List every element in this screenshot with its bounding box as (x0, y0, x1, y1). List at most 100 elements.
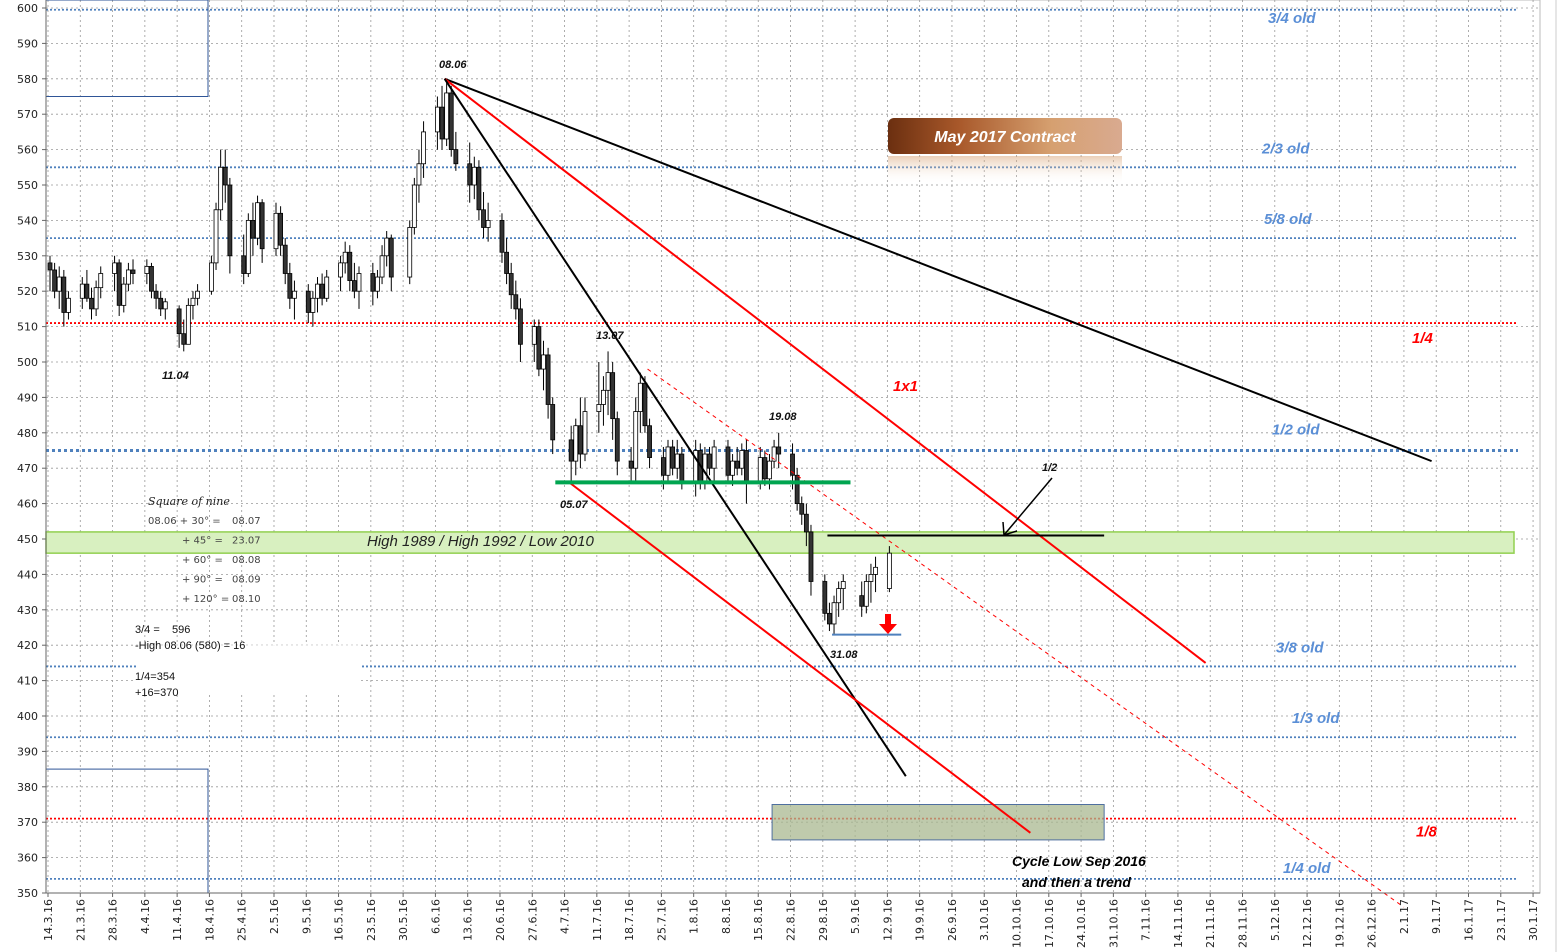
trendline (443, 78, 907, 777)
candle-up (411, 184, 417, 228)
x-tick-label: 23.5.16 (365, 899, 378, 941)
level-label: 3/4 old (1268, 10, 1316, 27)
level-label: 1/4 old (1283, 860, 1331, 877)
candle-up (209, 262, 214, 292)
candle-up (245, 219, 251, 274)
candle-down (158, 297, 164, 310)
trendline (568, 481, 1031, 834)
candle-up (421, 131, 426, 165)
y-tick-label: 470 (17, 462, 38, 475)
candle-up (98, 273, 104, 289)
x-tick-label: 4.4.16 (139, 899, 152, 934)
x-tick-label: 29.8.16 (817, 899, 830, 941)
x-tick-label: 9.5.16 (300, 899, 313, 934)
candle-down (504, 251, 509, 274)
candle-down (241, 255, 247, 274)
x-tick-label: 18.4.16 (203, 899, 216, 941)
candle-down (305, 290, 311, 313)
candle-down (610, 372, 616, 420)
x-tick-label: 18.7.16 (623, 899, 636, 941)
x-tick-label: 20.6.16 (494, 899, 507, 941)
candle-down (660, 457, 666, 476)
note-2: -High 08.06 (580) = 16 (135, 640, 245, 652)
candle-down (153, 290, 159, 299)
candle-up (56, 276, 62, 292)
candle-up (665, 446, 671, 476)
candle-down (628, 460, 634, 469)
candle-up (79, 283, 85, 299)
x-tick-label: 1.8.16 (688, 899, 701, 934)
candle-down (734, 460, 740, 469)
x-tick-label: 2.1.17 (1398, 899, 1411, 934)
candle-down (448, 92, 454, 150)
level-label: 1/2 old (1272, 422, 1320, 439)
candle-up (605, 372, 611, 391)
candle-up (356, 273, 362, 292)
square-row-lhs: + 120° = (182, 594, 229, 605)
candle-up (213, 209, 219, 264)
candle-down (670, 446, 676, 469)
candle-down (513, 294, 519, 310)
candle-down (388, 237, 394, 278)
annotations: 08.06 11.04 13.07 05.07 19.08 31.08 1/2 … (162, 59, 1146, 890)
support-band (45, 531, 1515, 554)
candle-up (384, 237, 390, 257)
candle-down (351, 280, 357, 292)
gridlines (45, 0, 1541, 894)
candle-up (541, 354, 546, 370)
candle-down (149, 266, 154, 292)
candle-down (250, 219, 256, 239)
x-tick-label: 26.12.16 (1366, 899, 1379, 948)
candle-down (568, 439, 574, 462)
arrow-head-icon (1002, 521, 1018, 536)
y-tick-label: 370 (17, 816, 38, 829)
candle-up (863, 581, 869, 607)
x-tick-label: 19.9.16 (914, 899, 927, 941)
trendline (647, 368, 1405, 908)
label-19-08: 19.08 (769, 411, 797, 423)
candle-down (508, 273, 514, 296)
y-tick-label: 410 (17, 675, 38, 688)
candle-up (66, 297, 71, 313)
y-tick-label: 520 (17, 285, 38, 298)
candle-up (637, 382, 643, 412)
y-tick-label: 590 (17, 37, 38, 50)
title-box: May 2017 Contract (888, 118, 1122, 184)
target-box (771, 804, 1105, 841)
y-tick-label: 390 (17, 745, 38, 758)
x-tick-label: 23.1.17 (1495, 899, 1508, 941)
candle-up (338, 262, 343, 278)
candle-up (730, 460, 735, 476)
candle-up (444, 92, 450, 140)
candle-down (827, 612, 832, 625)
square-row-rhs: 08.10 (232, 594, 261, 605)
candle-down (799, 503, 805, 515)
candle-down (222, 166, 228, 186)
candle-down (642, 382, 648, 427)
level-label: 3/8 old (1276, 639, 1324, 656)
candle-down (794, 474, 800, 504)
square-row-lhs: + 60° = (182, 555, 223, 566)
red-down-arrow-icon (879, 614, 897, 634)
candle-up (255, 202, 260, 239)
x-tick-label: 16.1.17 (1462, 899, 1475, 941)
candle-up (582, 411, 588, 455)
candle-down (803, 513, 809, 533)
label-31-08: 31.08 (830, 649, 858, 661)
band-label: High 1989 / High 1992 / Low 2010 (367, 533, 594, 550)
candle-down (577, 425, 583, 455)
candle-up (573, 425, 579, 462)
candle-up (162, 301, 168, 310)
y-tick-label: 540 (17, 214, 38, 227)
y-tick-label: 380 (17, 781, 38, 794)
candle-down (518, 308, 523, 345)
x-tick-label: 9.1.17 (1430, 899, 1443, 934)
square-title: Square of nine (148, 495, 230, 508)
candle-down (176, 308, 182, 335)
square-row-lhs: 08.06 + 30° = (148, 516, 221, 527)
x-tick-label: 24.10.16 (1075, 899, 1088, 948)
level-label: 1/3 old (1292, 710, 1340, 727)
y-tick-label: 560 (17, 144, 38, 157)
candle-down (347, 251, 353, 281)
